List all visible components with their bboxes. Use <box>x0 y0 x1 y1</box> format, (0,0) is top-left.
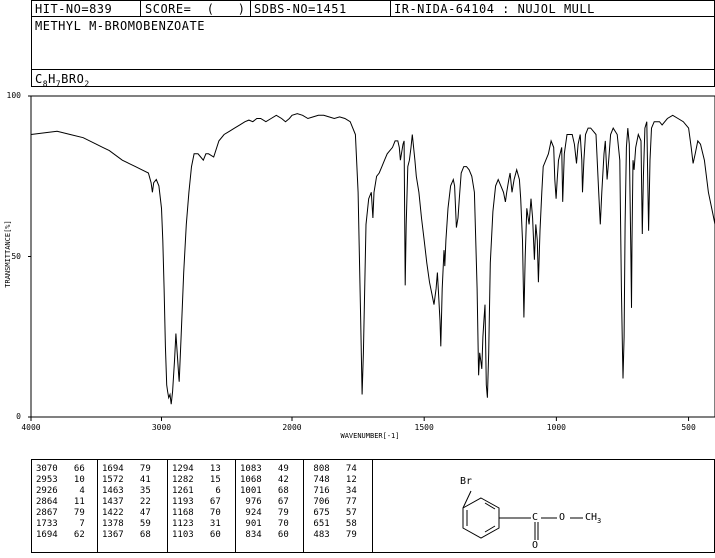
peak-row: 1193 67 <box>172 497 221 507</box>
peak-row: 706 77 <box>308 497 357 507</box>
molecule-structure <box>462 490 583 540</box>
score: SCORE= ( ) <box>145 2 246 16</box>
structure-box: Br C O O CH3 <box>372 459 715 553</box>
peak-row: 1168 70 <box>172 508 221 518</box>
peak-row: 976 67 <box>240 497 289 507</box>
peak-row: 834 60 <box>240 530 289 540</box>
header-row: HIT-NO=839 SCORE= ( ) SDBS-NO=1451 IR-NI… <box>31 0 715 17</box>
peak-row: 3070 66 <box>36 464 85 474</box>
compound-box: METHYL M-BROMOBENZOATE C8H7BRO2 <box>31 16 715 88</box>
compound-name: METHYL M-BROMOBENZOATE <box>35 19 205 33</box>
peak-row: 1463 35 <box>102 486 151 496</box>
peak-table: 3070 66 2953 10 2926 4 2864 11 2867 79 1733 7… <box>31 459 373 553</box>
molecular-formula: C8H7BRO2 <box>35 72 90 89</box>
peak-row: 2867 79 <box>36 508 85 518</box>
x-tick-label: 2000 <box>282 423 302 432</box>
transmittance-line <box>30 113 715 405</box>
ir-nida-code: IR-NIDA-64104 : NUJOL MULL <box>394 2 595 16</box>
methyl-label: CH3 <box>585 512 602 525</box>
peak-row: 1282 15 <box>172 475 221 485</box>
peak-column: 1694 79 1572 41 1463 35 1437 22 1422 47 1378 … <box>102 464 151 541</box>
x-tick-label: 3000 <box>151 423 172 432</box>
peak-row: 1001 68 <box>240 486 289 496</box>
carbon-label: C <box>532 512 539 523</box>
peak-row: 1123 31 <box>172 519 221 529</box>
ir-spectrum-chart <box>28 95 715 421</box>
peak-row: 1367 68 <box>102 530 151 540</box>
peak-row: 1733 7 <box>36 519 85 529</box>
peak-row: 901 70 <box>240 519 289 529</box>
peak-column: 3070 66 2953 10 2926 4 2864 11 2867 79 1733 7… <box>36 464 85 541</box>
peak-row: 1103 60 <box>172 530 221 540</box>
peak-row: 808 74 <box>308 464 357 474</box>
peak-row: 716 34 <box>308 486 357 496</box>
peak-row: 748 12 <box>308 475 357 485</box>
peak-column: 1294 13 1282 15 1261 6 1193 67 1168 70 1123 3… <box>172 464 221 541</box>
peak-row: 1068 42 <box>240 475 289 485</box>
x-tick-label: 500 <box>681 423 696 432</box>
peak-row: 1422 47 <box>102 508 151 518</box>
sdbs-number: SDBS-NO=1451 <box>254 2 347 16</box>
x-tick-label: 1000 <box>546 423 566 432</box>
hit-number: HIT-NO=839 <box>35 2 113 16</box>
peak-row: 2864 11 <box>36 497 85 507</box>
peak-column: 1083 49 1068 42 1001 68 976 67 924 79 901 … <box>240 464 289 541</box>
peak-row: 1572 41 <box>102 475 151 485</box>
peak-row: 483 79 <box>308 530 357 540</box>
ester-oxygen-label: O <box>559 512 566 523</box>
plot-frame <box>30 95 715 418</box>
y-tick-label: 0 <box>16 412 21 421</box>
peak-row: 1261 6 <box>172 486 221 496</box>
peak-row: 1694 79 <box>102 464 151 474</box>
y-tick-label: 100 <box>6 91 21 100</box>
peak-column: 808 74 748 12 716 34 706 77 675 57 651 5… <box>308 464 357 541</box>
xlabel: WAVENUMBER[-1] <box>340 432 400 440</box>
peak-row: 1694 62 <box>36 530 85 540</box>
peak-row: 651 58 <box>308 519 357 529</box>
y-tick-label: 50 <box>11 251 21 261</box>
peak-row: 924 79 <box>240 508 289 518</box>
x-tick-label: 4000 <box>21 423 41 432</box>
peak-row: 1437 22 <box>102 497 151 507</box>
peak-row: 2953 10 <box>36 475 85 485</box>
carbonyl-oxygen-label: O <box>532 540 539 551</box>
peak-row: 1294 13 <box>172 464 221 474</box>
peak-row: 1083 49 <box>240 464 289 474</box>
peak-row: 2926 4 <box>36 486 85 496</box>
x-tick-label: 1500 <box>414 423 434 432</box>
bromine-label: Br <box>460 476 473 487</box>
peak-row: 1378 59 <box>102 519 151 529</box>
peak-row: 675 57 <box>308 508 357 518</box>
